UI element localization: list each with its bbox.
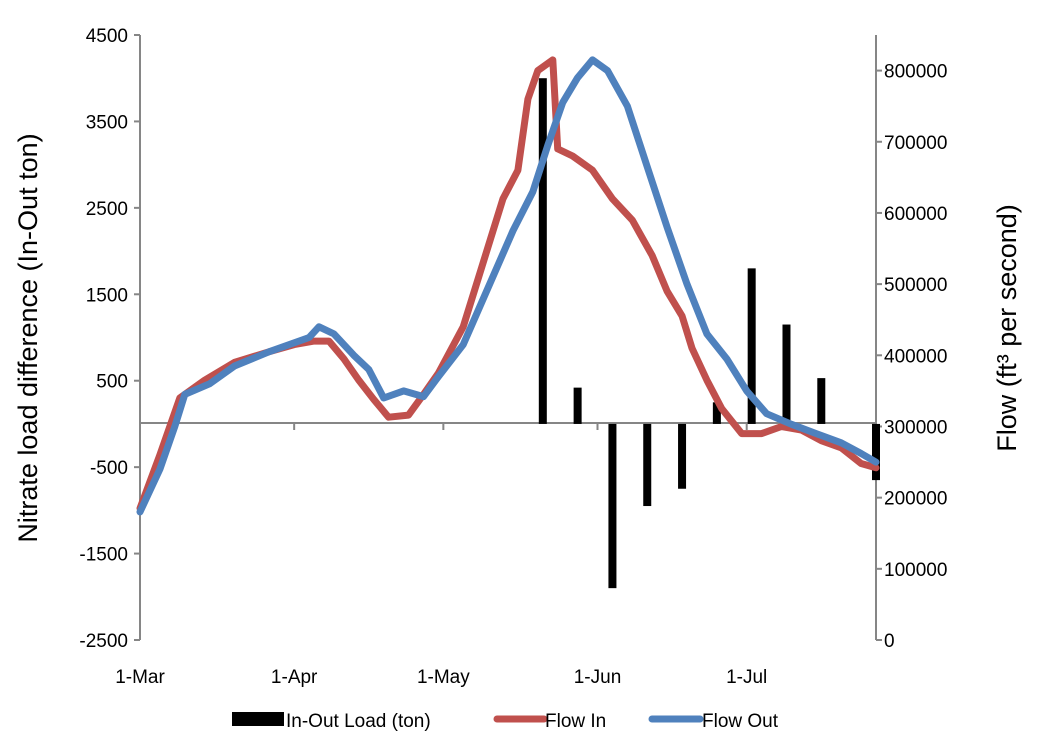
legend-label-flow-out: Flow Out — [702, 711, 779, 732]
y-right-tick-label: 100000 — [884, 560, 947, 581]
y-axis-right-title: Flow (ft³ per second) — [992, 204, 1022, 452]
y-left-tick-label: 1500 — [86, 285, 128, 306]
legend-swatch-load — [232, 712, 284, 726]
y-right-tick-label: 500000 — [884, 275, 947, 296]
y-right-tick-label: 600000 — [884, 204, 947, 225]
y-right-tick-label: 0 — [884, 631, 895, 652]
legend-label-flow-in: Flow In — [545, 711, 606, 732]
y-left-tick-label: 3500 — [86, 112, 128, 133]
legend: In-Out Load (ton) Flow In Flow Out — [232, 711, 779, 732]
y-left-tick-label: -500 — [90, 458, 128, 479]
load-bar — [817, 378, 826, 424]
x-tick-label: 1-Mar — [115, 667, 165, 688]
x-tick-label: 1-May — [417, 667, 470, 688]
y-right-tick-label: 200000 — [884, 489, 947, 510]
lines-group — [136, 56, 880, 516]
bars-group — [538, 78, 880, 589]
load-bar — [573, 387, 582, 424]
y-right-tick-label: 300000 — [884, 417, 947, 438]
y-left-tick-label: 4500 — [86, 26, 128, 47]
load-bar — [872, 423, 880, 481]
legend-label-load: In-Out Load (ton) — [286, 711, 431, 732]
x-tick-label: 1-Apr — [271, 667, 318, 688]
x-tick-label: 1-Jul — [726, 667, 767, 688]
y-axis-left-title: Nitrate load difference (In-Out ton) — [13, 133, 43, 542]
flow-out-line — [136, 56, 880, 516]
x-tick-label: 1-Jun — [574, 667, 622, 688]
load-bar — [538, 78, 547, 424]
y-left-tick-label: 500 — [96, 372, 128, 393]
y-right-tick-label: 700000 — [884, 133, 947, 154]
y-left-tick-label: -1500 — [79, 545, 128, 566]
axes-group — [134, 34, 882, 641]
load-bar — [643, 423, 652, 507]
load-bar — [747, 268, 756, 424]
tick-labels-group: 4500 3500 2500 1500 500 -500 -1500 -2500 800000 7… — [79, 26, 947, 688]
load-bar — [782, 324, 791, 424]
y-left-tick-label: 2500 — [86, 199, 128, 220]
load-bar — [712, 402, 721, 424]
y-right-tick-label: 400000 — [884, 346, 947, 367]
load-bar — [608, 423, 617, 589]
flow-in-line — [136, 56, 880, 512]
y-left-tick-label: -2500 — [79, 631, 128, 652]
y-right-tick-label: 800000 — [884, 62, 947, 83]
load-bar — [678, 423, 687, 489]
